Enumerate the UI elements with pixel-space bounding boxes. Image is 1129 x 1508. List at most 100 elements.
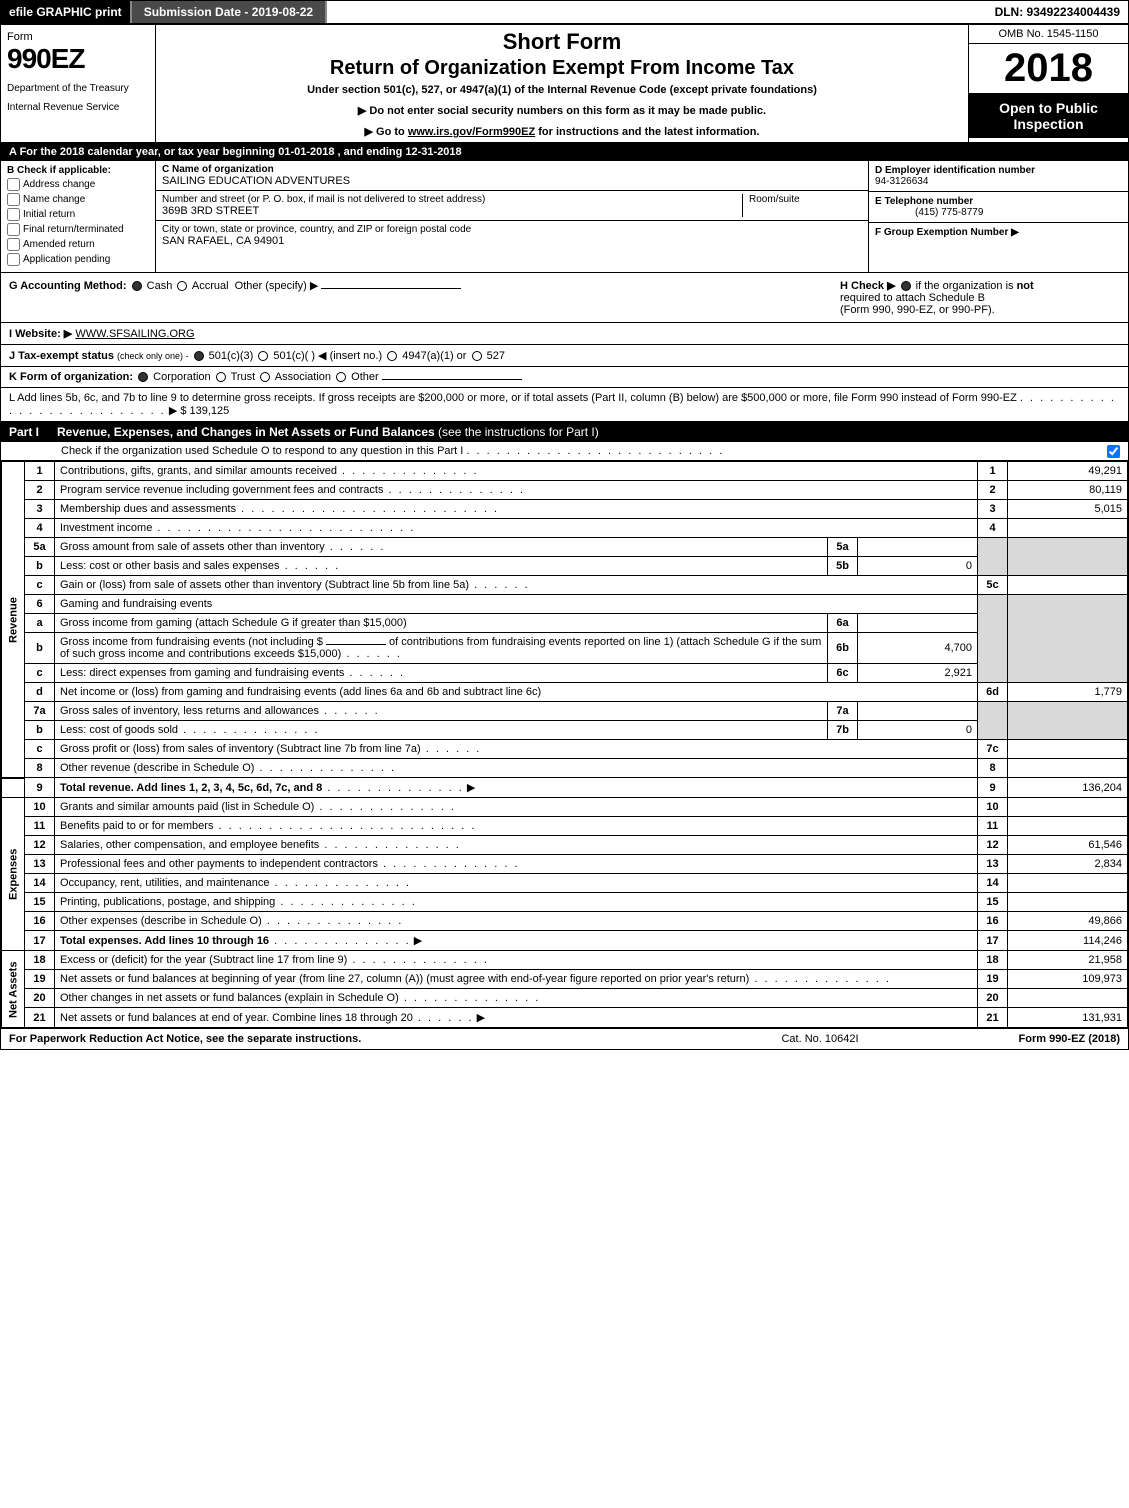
period-start: 01-01-2018 bbox=[278, 146, 334, 158]
phone-label: E Telephone number bbox=[875, 196, 973, 207]
line-7a-desc: Gross sales of inventory, less returns a… bbox=[55, 702, 828, 721]
section-i: I Website: ▶ WWW.SFSAILING.ORG bbox=[1, 323, 1128, 345]
line-5c-no: c bbox=[25, 576, 55, 595]
section-e: E Telephone number (415) 775-8779 bbox=[869, 192, 1128, 223]
chk-initial-return[interactable]: Initial return bbox=[7, 208, 149, 221]
form-header: Form 990EZ Department of the Treasury In… bbox=[1, 25, 1128, 143]
line-7-shade-val bbox=[1008, 702, 1128, 740]
line-5b-mbox: 5b bbox=[828, 557, 858, 576]
line-9-box: 9 bbox=[978, 778, 1008, 798]
line-19-box: 19 bbox=[978, 970, 1008, 989]
line-7a-mval bbox=[858, 702, 978, 721]
line-5a-mbox: 5a bbox=[828, 538, 858, 557]
chk-amended-return[interactable]: Amended return bbox=[7, 238, 149, 251]
line-15-box: 15 bbox=[978, 893, 1008, 912]
line-6-shade bbox=[978, 595, 1008, 683]
line-7a-mbox: 7a bbox=[828, 702, 858, 721]
part-i-title: Revenue, Expenses, and Changes in Net As… bbox=[57, 425, 599, 439]
efile-print-button[interactable]: efile GRAPHIC print bbox=[1, 1, 130, 23]
footer-mid: Cat. No. 10642I bbox=[720, 1033, 920, 1045]
line-6b-desc: Gross income from fundraising events (no… bbox=[55, 633, 828, 664]
accounting-method-label: G Accounting Method: bbox=[9, 280, 127, 292]
line-18-box: 18 bbox=[978, 951, 1008, 970]
goto-link[interactable]: www.irs.gov/Form990EZ bbox=[408, 126, 535, 138]
line-6c-desc: Less: direct expenses from gaming and fu… bbox=[55, 664, 828, 683]
j-o4: 527 bbox=[487, 350, 505, 362]
other-input[interactable] bbox=[321, 288, 461, 289]
form-number: 990EZ bbox=[7, 43, 149, 75]
phone-value: (415) 775-8779 bbox=[875, 207, 983, 218]
org-name-label: C Name of organization bbox=[162, 164, 862, 175]
line-8-box: 8 bbox=[978, 759, 1008, 778]
j-o3: 4947(a)(1) or bbox=[402, 350, 466, 362]
line-5c-desc: Gain or (loss) from sale of assets other… bbox=[55, 576, 978, 595]
line-16-box: 16 bbox=[978, 912, 1008, 931]
line-6b-mbox: 6b bbox=[828, 633, 858, 664]
j-sub: (check only one) - bbox=[117, 351, 189, 361]
line-4-desc: Investment income bbox=[55, 519, 978, 538]
line-21-box: 21 bbox=[978, 1008, 1008, 1028]
line-6a-mbox: 6a bbox=[828, 614, 858, 633]
other-org-input[interactable] bbox=[382, 379, 522, 380]
section-f: F Group Exemption Number ▶ bbox=[869, 223, 1128, 242]
line-7b-no: b bbox=[25, 721, 55, 740]
period-mid: , and ending bbox=[338, 146, 406, 158]
radio-corporation[interactable] bbox=[138, 372, 148, 382]
ein-value: 94-3126634 bbox=[875, 176, 928, 187]
radio-4947[interactable] bbox=[387, 351, 397, 361]
org-name-row: C Name of organization SAILING EDUCATION… bbox=[156, 161, 868, 191]
chk-application-pending[interactable]: Application pending bbox=[7, 253, 149, 266]
line-5-shade bbox=[978, 538, 1008, 576]
period-row: A For the 2018 calendar year, or tax yea… bbox=[1, 143, 1128, 161]
line-5b-no: b bbox=[25, 557, 55, 576]
city-label: City or town, state or province, country… bbox=[162, 224, 862, 235]
period-a-label: A For the 2018 calendar year, or tax yea… bbox=[9, 146, 278, 158]
goto-text: ▶ Go to www.irs.gov/Form990EZ for instru… bbox=[166, 125, 958, 138]
line-2-val: 80,119 bbox=[1008, 481, 1128, 500]
k-o1: Corporation bbox=[153, 371, 210, 383]
radio-501c3[interactable] bbox=[194, 351, 204, 361]
line-4-val bbox=[1008, 519, 1128, 538]
line-6a-no: a bbox=[25, 614, 55, 633]
radio-accrual[interactable] bbox=[177, 281, 187, 291]
chk-final-return[interactable]: Final return/terminated bbox=[7, 223, 149, 236]
website-label: I Website: ▶ bbox=[9, 328, 72, 340]
line-14-box: 14 bbox=[978, 874, 1008, 893]
h-checkbox[interactable] bbox=[901, 281, 911, 291]
street-row: Number and street (or P. O. box, if mail… bbox=[156, 191, 868, 221]
radio-other-org[interactable] bbox=[336, 372, 346, 382]
footer-left: For Paperwork Reduction Act Notice, see … bbox=[9, 1033, 720, 1045]
radio-501c[interactable] bbox=[258, 351, 268, 361]
line-10-box: 10 bbox=[978, 798, 1008, 817]
revenue-side-label: Revenue bbox=[2, 462, 25, 778]
line-20-no: 20 bbox=[25, 989, 55, 1008]
line-11-box: 11 bbox=[978, 817, 1008, 836]
info-block: B Check if applicable: Address change Na… bbox=[1, 161, 1128, 273]
radio-527[interactable] bbox=[472, 351, 482, 361]
radio-trust[interactable] bbox=[216, 372, 226, 382]
line-21-val: 131,931 bbox=[1008, 1008, 1128, 1028]
line-17-no: 17 bbox=[25, 931, 55, 951]
h-text2: required to attach Schedule B bbox=[840, 292, 985, 304]
line-15-no: 15 bbox=[25, 893, 55, 912]
website-value[interactable]: WWW.SFSAILING.ORG bbox=[75, 328, 194, 340]
line-14-desc: Occupancy, rent, utilities, and maintena… bbox=[55, 874, 978, 893]
expenses-side-label: Expenses bbox=[2, 798, 25, 951]
radio-cash[interactable] bbox=[132, 281, 142, 291]
radio-association[interactable] bbox=[260, 372, 270, 382]
line-13-no: 13 bbox=[25, 855, 55, 874]
line-5a-no: 5a bbox=[25, 538, 55, 557]
line-11-val bbox=[1008, 817, 1128, 836]
h-text1: if the organization is bbox=[916, 280, 1017, 292]
street-label: Number and street (or P. O. box, if mail… bbox=[162, 194, 742, 205]
chk-address-change[interactable]: Address change bbox=[7, 178, 149, 191]
org-name: SAILING EDUCATION ADVENTURES bbox=[162, 175, 862, 187]
chk-name-change[interactable]: Name change bbox=[7, 193, 149, 206]
line-9-val: 136,204 bbox=[1008, 778, 1128, 798]
revenue-end bbox=[2, 778, 25, 798]
part-i-check: Check if the organization used Schedule … bbox=[1, 442, 1128, 461]
street-value: 369B 3RD STREET bbox=[162, 205, 742, 217]
cash-label: Cash bbox=[147, 280, 173, 292]
part-i-checkbox[interactable] bbox=[1107, 445, 1120, 458]
line-6b-no: b bbox=[25, 633, 55, 664]
